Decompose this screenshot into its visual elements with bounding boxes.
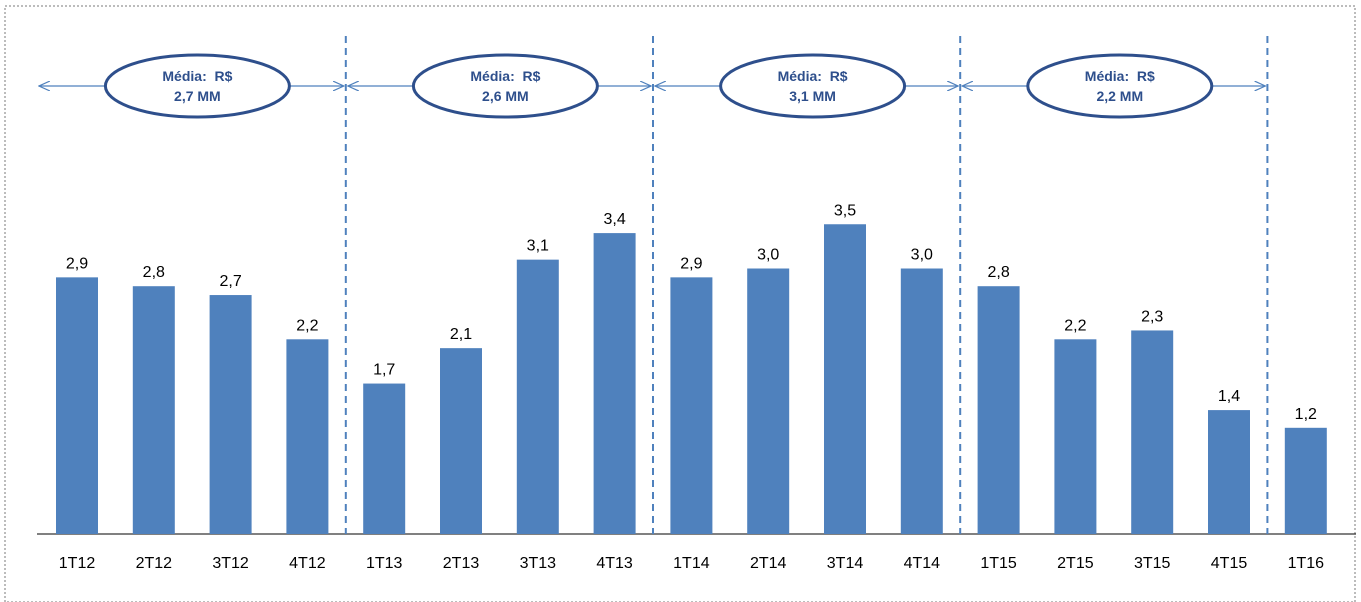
- value-label-1t16: 1,2: [1295, 406, 1317, 423]
- value-label-3t13: 3,1: [527, 238, 549, 255]
- tick-label-4t13: 4T13: [596, 555, 633, 572]
- tick-label-1t13: 1T13: [366, 555, 403, 572]
- bar-1t13: [363, 384, 405, 534]
- tick-label-4t14: 4T14: [904, 555, 941, 572]
- value-label-4t13: 3,4: [603, 211, 625, 228]
- bar-3t15: [1131, 330, 1173, 534]
- value-label-2t14: 3,0: [757, 247, 779, 264]
- bar-3t14: [824, 224, 866, 534]
- average-label-line2-4: 2,2 MM: [1096, 88, 1143, 104]
- bar-3t13: [517, 260, 559, 534]
- value-label-1t15: 2,8: [987, 264, 1009, 281]
- tick-label-1t14: 1T14: [673, 555, 710, 572]
- average-label-line2-1: 2,7 MM: [174, 88, 221, 104]
- bar-4t14: [901, 269, 943, 535]
- tick-label-1t12: 1T12: [59, 555, 96, 572]
- tick-label-4t15: 4T15: [1211, 555, 1248, 572]
- bar-2t15: [1054, 339, 1096, 534]
- bar-1t14: [670, 277, 712, 534]
- tick-label-1t15: 1T15: [980, 555, 1017, 572]
- bar-4t15: [1208, 410, 1250, 534]
- value-label-3t15: 2,3: [1141, 308, 1163, 325]
- bar-2t13: [440, 348, 482, 534]
- bar-4t12: [286, 339, 328, 534]
- average-label-line1-1: Média: R$: [162, 68, 232, 84]
- tick-label-2t13: 2T13: [443, 555, 480, 572]
- bar-2t14: [747, 269, 789, 535]
- tick-label-4t12: 4T12: [289, 555, 326, 572]
- value-label-2t15: 2,2: [1064, 317, 1086, 334]
- x-tick-labels: 1T12 2T12 3T12 4T12 1T13 2T13 3T13 4T13 1T14 2T14…: [59, 555, 1324, 572]
- average-label-line2-3: 3,1 MM: [789, 88, 836, 104]
- value-label-2t13: 2,1: [450, 326, 472, 343]
- average-label-line1-4: Média: R$: [1085, 68, 1155, 84]
- bar-1t12: [56, 277, 98, 534]
- bar-2t12: [133, 286, 175, 534]
- value-label-4t15: 1,4: [1218, 388, 1240, 405]
- value-label-1t12: 2,9: [66, 255, 88, 272]
- average-label-line2-2: 2,6 MM: [482, 88, 529, 104]
- tick-label-2t12: 2T12: [136, 555, 173, 572]
- bar-1t16: [1285, 428, 1327, 534]
- tick-label-2t15: 2T15: [1057, 555, 1094, 572]
- bar-1t15: [978, 286, 1020, 534]
- value-label-1t14: 2,9: [680, 255, 702, 272]
- value-label-3t14: 3,5: [834, 202, 856, 219]
- bar-4t13: [594, 233, 636, 534]
- value-label-4t14: 3,0: [911, 247, 933, 264]
- average-ellipse-3: [721, 55, 905, 117]
- average-ellipse-4: [1028, 55, 1212, 117]
- tick-label-3t14: 3T14: [827, 555, 864, 572]
- tick-label-2t14: 2T14: [750, 555, 787, 572]
- value-label-3t12: 2,7: [219, 273, 241, 290]
- tick-label-3t12: 3T12: [212, 555, 249, 572]
- value-label-1t13: 1,7: [373, 362, 395, 379]
- value-label-2t12: 2,8: [143, 264, 165, 281]
- average-label-line1-2: Média: R$: [470, 68, 540, 84]
- average-ellipse-2: [413, 55, 597, 117]
- average-label-line1-3: Média: R$: [778, 68, 848, 84]
- bar-3t12: [210, 295, 252, 534]
- tick-label-3t15: 3T15: [1134, 555, 1171, 572]
- tick-label-1t16: 1T16: [1288, 555, 1325, 572]
- average-ellipse-1: [105, 55, 289, 117]
- tick-label-3t13: 3T13: [520, 555, 557, 572]
- value-label-4t12: 2,2: [296, 317, 318, 334]
